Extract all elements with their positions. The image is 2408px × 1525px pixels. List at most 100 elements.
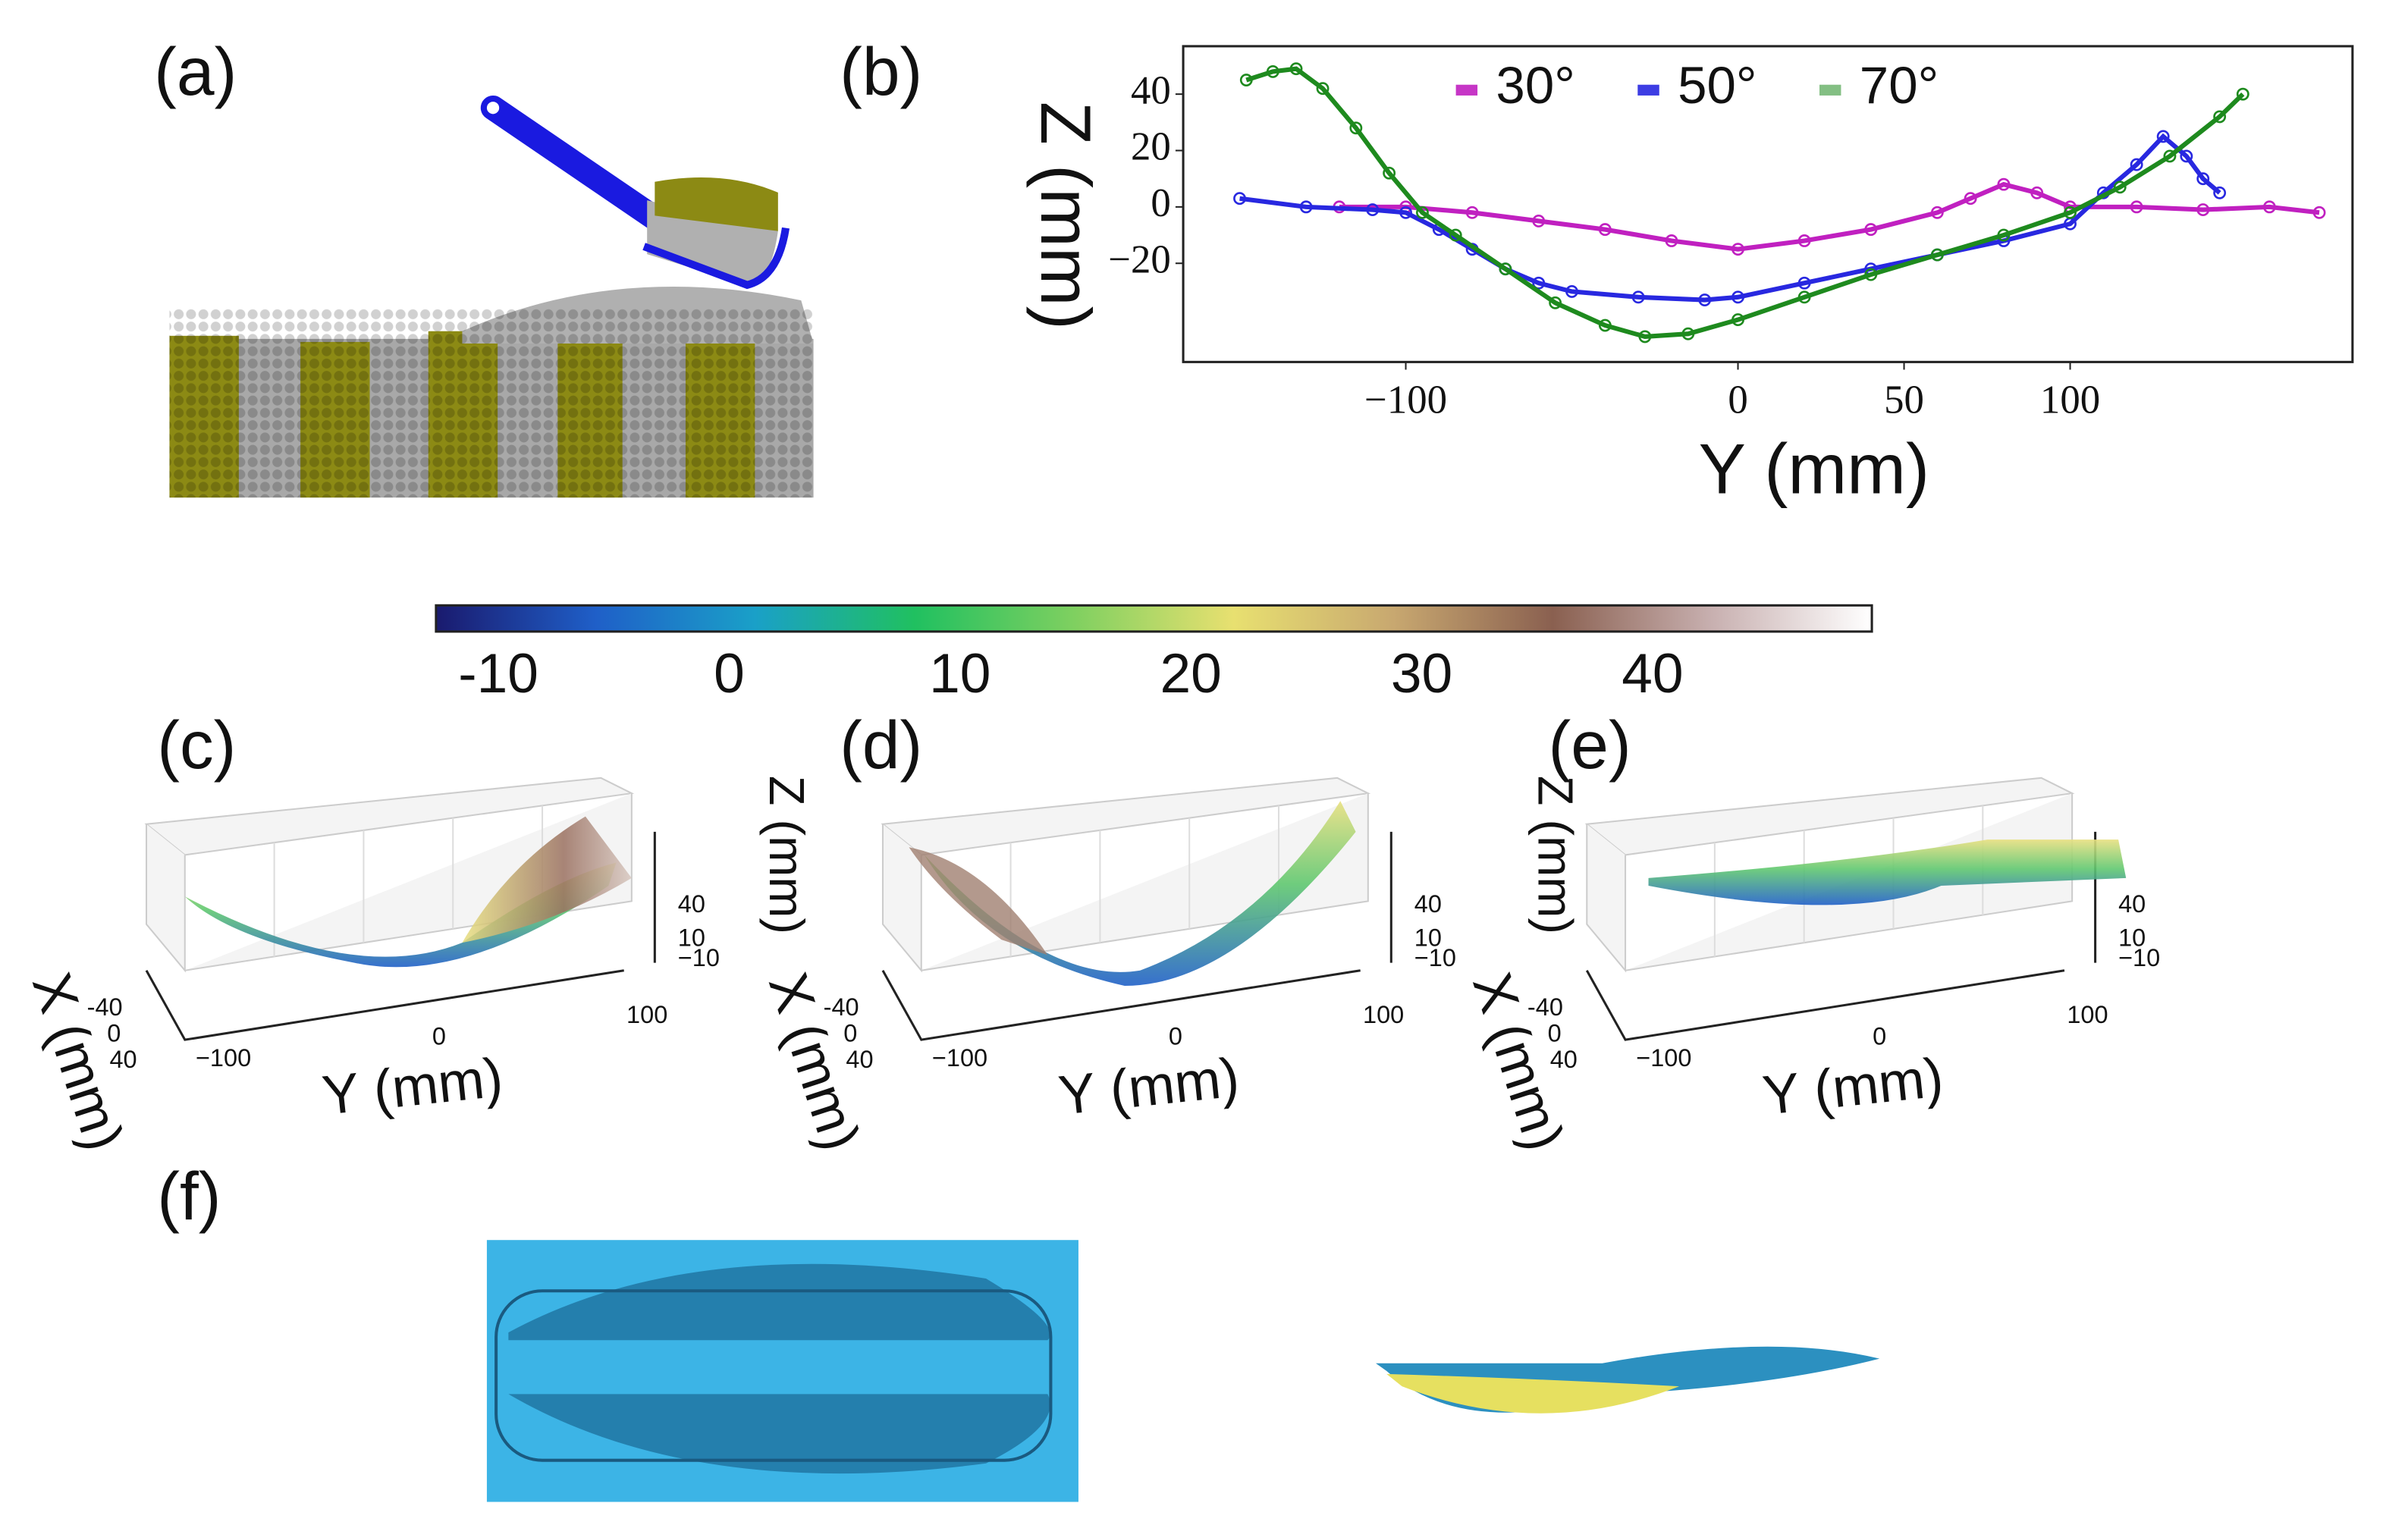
x-tick-label: -40 xyxy=(87,993,123,1021)
data-point xyxy=(2030,186,2044,199)
plot-frame xyxy=(1182,45,2354,363)
data-point xyxy=(1731,290,1744,304)
x-tick-label: -40 xyxy=(1527,993,1563,1021)
data-point xyxy=(1465,206,1479,219)
x-tick-label: 0 xyxy=(843,1020,857,1047)
data-point xyxy=(1631,290,1645,304)
data-point xyxy=(2262,200,2276,214)
x-tick-label: 40 xyxy=(109,1046,137,1073)
panel-label: (c) xyxy=(157,707,236,783)
data-point xyxy=(2156,130,2170,143)
x-tick-label: 50 xyxy=(1884,378,1924,422)
y-tick-label: 0 xyxy=(1169,1023,1182,1050)
data-point xyxy=(1638,330,1652,344)
data-point xyxy=(1698,293,1712,306)
y-tick-label: −20 xyxy=(1108,237,1171,281)
data-point xyxy=(1316,82,1330,96)
data-point xyxy=(2163,149,2177,163)
legend-marker xyxy=(1819,84,1841,96)
colorbar-tick-label: -10 xyxy=(458,643,538,704)
data-point xyxy=(1797,290,1811,304)
y-axis-label: Y (mm) xyxy=(1056,1046,1242,1126)
data-point xyxy=(1289,62,1303,76)
x-tick-label: 0 xyxy=(1728,378,1747,422)
data-point xyxy=(1731,313,1744,327)
axis-line xyxy=(145,969,624,1041)
data-point xyxy=(1383,166,1396,180)
data-point xyxy=(1399,206,1412,219)
y-axis-label: Y (mm) xyxy=(319,1046,505,1126)
data-point xyxy=(1565,284,1578,298)
surface xyxy=(924,801,1356,987)
z-tick-label: −10 xyxy=(1414,944,1456,971)
data-point xyxy=(1797,234,1811,247)
data-point xyxy=(1366,203,1380,217)
colorbar xyxy=(435,604,1873,633)
data-point xyxy=(1449,228,1462,242)
data-point xyxy=(1864,223,1878,237)
series-line xyxy=(1339,181,2320,252)
axis-line xyxy=(1585,969,2065,1041)
y-axis-label: Z (mm) xyxy=(1026,102,1106,330)
data-point xyxy=(2113,180,2127,194)
data-point xyxy=(1930,206,1944,219)
data-point xyxy=(2130,200,2143,214)
x-tick-label: 40 xyxy=(1550,1046,1578,1073)
data-point xyxy=(1598,318,1612,332)
legend-label: 50° xyxy=(1678,55,1757,115)
data-point xyxy=(2196,203,2210,217)
data-point xyxy=(1864,268,1878,281)
x-tick-label: 0 xyxy=(1548,1020,1562,1047)
x-tick-label: −100 xyxy=(1364,378,1447,422)
data-point xyxy=(2236,87,2249,101)
data-point xyxy=(1797,276,1811,290)
surface xyxy=(1648,839,2127,905)
y-tick-label: 0 xyxy=(1151,181,1170,225)
z-axis-label: Z (mm) xyxy=(759,776,815,934)
y-tick-label: 20 xyxy=(1131,125,1171,169)
y-tick-label: 0 xyxy=(1873,1023,1886,1050)
pane xyxy=(921,793,1369,971)
data-point xyxy=(1532,276,1546,290)
y-tick-label: −100 xyxy=(196,1044,251,1072)
colorbar-tick-label: 20 xyxy=(1160,643,1222,704)
data-point xyxy=(2130,158,2143,171)
data-point xyxy=(1997,228,2011,242)
data-point xyxy=(2213,186,2227,199)
scan-side xyxy=(1375,1346,1880,1414)
colorbar-tick-label: 10 xyxy=(929,643,991,704)
x-tick-label: 0 xyxy=(107,1020,121,1047)
data-point xyxy=(2196,172,2210,186)
data-point xyxy=(1731,243,1744,256)
series-line xyxy=(1239,133,2221,303)
y-tick-label: −100 xyxy=(932,1044,987,1072)
data-point xyxy=(1964,192,1977,206)
z-tick-label: 10 xyxy=(1414,924,1442,952)
data-point xyxy=(1266,64,1279,78)
x-tick-label: 100 xyxy=(2040,378,2100,422)
data-point xyxy=(1598,223,1612,237)
data-point xyxy=(1532,215,1546,227)
pane xyxy=(881,824,922,973)
data-point xyxy=(1997,177,2011,191)
legend-label: 30° xyxy=(1496,55,1574,115)
data-point xyxy=(2064,206,2077,219)
scoop xyxy=(480,95,790,290)
z-tick-label: −10 xyxy=(678,944,720,971)
colorbar-tick-label: 0 xyxy=(714,643,745,704)
y-tick-label: 100 xyxy=(1363,1001,1404,1028)
pane xyxy=(145,824,186,973)
axis-line xyxy=(881,969,1361,1041)
panel-label: (b) xyxy=(840,33,922,109)
surface xyxy=(909,847,1048,955)
legend-marker xyxy=(1455,84,1478,96)
pane xyxy=(1586,824,1627,973)
data-point xyxy=(1499,262,1512,276)
legend-marker xyxy=(1637,84,1659,96)
legend-label: 70° xyxy=(1860,55,1939,115)
panel-label: (f) xyxy=(157,1158,221,1234)
data-point xyxy=(1549,296,1562,309)
